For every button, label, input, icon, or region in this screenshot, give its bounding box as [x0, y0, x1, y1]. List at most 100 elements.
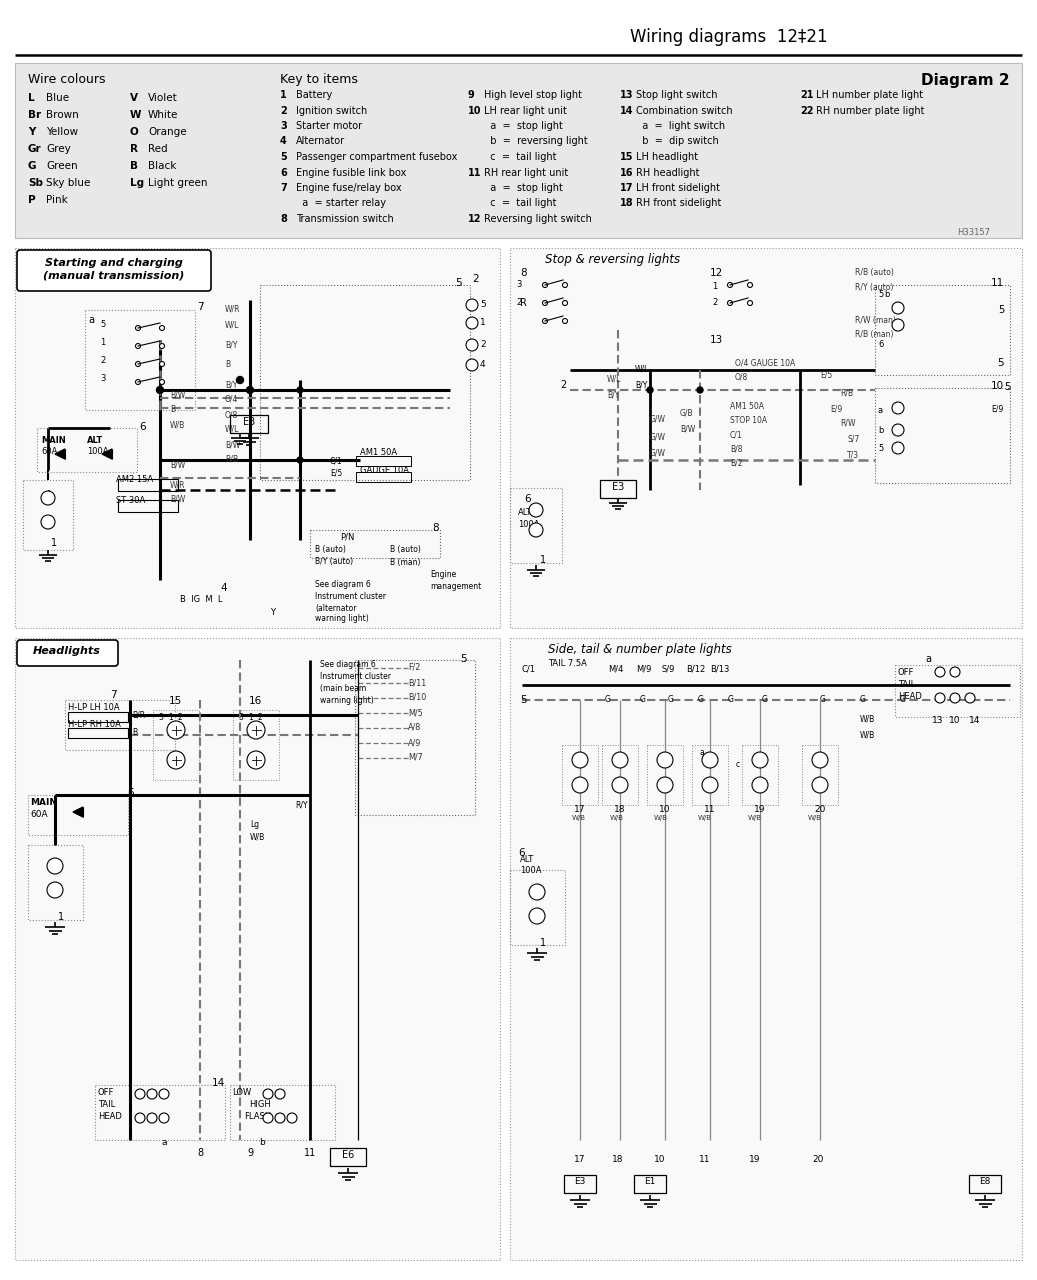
Text: a  =  light switch: a = light switch [636, 122, 725, 131]
Circle shape [702, 777, 718, 794]
Text: Y: Y [28, 127, 35, 137]
Bar [153, 710, 199, 780]
Text: 10: 10 [654, 1155, 666, 1164]
Text: 5: 5 [455, 278, 463, 288]
Text: R/B (man): R/B (man) [854, 330, 894, 339]
Text: W/L: W/L [607, 375, 621, 384]
Circle shape [529, 503, 543, 517]
Circle shape [157, 387, 164, 393]
Text: Violet: Violet [148, 93, 177, 102]
Text: b  =  dip switch: b = dip switch [636, 137, 719, 146]
Text: 1: 1 [280, 90, 287, 100]
Text: B/R: B/R [132, 710, 145, 719]
Text: Wire colours: Wire colours [28, 73, 106, 86]
Circle shape [466, 300, 478, 311]
Text: a: a [925, 654, 931, 664]
Text: 7: 7 [110, 690, 116, 700]
Text: 14: 14 [212, 1078, 225, 1088]
Text: W/B: W/B [698, 815, 712, 820]
Text: RH headlight: RH headlight [636, 168, 700, 178]
Circle shape [812, 751, 828, 768]
Text: +: + [49, 860, 61, 874]
Bar [118, 500, 178, 512]
Text: R/B: R/B [840, 388, 853, 397]
Bar [510, 488, 562, 563]
Text: Sky blue: Sky blue [46, 178, 90, 188]
Circle shape [752, 751, 768, 768]
Text: 20: 20 [812, 1155, 823, 1164]
Text: 5: 5 [998, 305, 1004, 315]
Text: 1: 1 [248, 713, 253, 722]
Text: O: O [130, 127, 139, 137]
Circle shape [950, 692, 960, 703]
Circle shape [159, 1089, 169, 1100]
Text: 5: 5 [280, 152, 287, 163]
Text: 2: 2 [100, 356, 105, 365]
Bar [23, 480, 73, 550]
Text: G: G [900, 695, 906, 704]
Text: LH headlight: LH headlight [636, 152, 698, 163]
Text: +: + [43, 488, 54, 502]
Text: OFF: OFF [898, 668, 915, 677]
Text: c  =  tail light: c = tail light [484, 198, 557, 209]
Circle shape [965, 692, 975, 703]
Text: 3: 3 [100, 374, 106, 383]
Text: RH front sidelight: RH front sidelight [636, 198, 722, 209]
Text: 5: 5 [100, 320, 105, 329]
Text: W/B: W/B [808, 815, 822, 820]
Text: Instrument cluster: Instrument cluster [320, 672, 391, 681]
Text: 2: 2 [480, 340, 485, 349]
Text: 11: 11 [990, 278, 1004, 288]
Circle shape [529, 908, 545, 924]
Text: O/4: O/4 [225, 396, 239, 404]
Text: 5: 5 [998, 358, 1004, 369]
Text: B (auto): B (auto) [390, 545, 421, 554]
Circle shape [160, 325, 165, 330]
Bar [15, 248, 500, 628]
Text: 1: 1 [168, 713, 173, 722]
Text: LH number plate light: LH number plate light [816, 90, 923, 100]
Text: 1: 1 [100, 338, 105, 347]
Text: Starter motor: Starter motor [296, 122, 362, 131]
Text: 13: 13 [932, 716, 944, 724]
Circle shape [935, 692, 945, 703]
Text: c: c [736, 760, 740, 769]
Circle shape [647, 387, 653, 393]
Circle shape [160, 379, 165, 384]
Circle shape [542, 301, 548, 306]
Text: 8: 8 [280, 214, 287, 224]
Circle shape [160, 343, 165, 348]
Text: 3: 3 [280, 122, 287, 131]
Text: (alternator: (alternator [315, 604, 357, 613]
Text: a: a [88, 315, 94, 325]
Text: 9: 9 [468, 90, 475, 100]
Text: MAIN: MAIN [41, 436, 65, 445]
Polygon shape [102, 449, 112, 460]
Bar [28, 845, 83, 920]
Circle shape [892, 424, 904, 436]
Text: G: G [28, 161, 36, 172]
Text: Black: Black [148, 161, 176, 172]
Bar [562, 745, 598, 805]
Text: Y: Y [270, 608, 275, 617]
Text: 14: 14 [620, 105, 634, 115]
Text: 4: 4 [280, 137, 287, 146]
Circle shape [466, 339, 478, 351]
Text: Engine: Engine [430, 570, 456, 579]
Text: E8: E8 [979, 1178, 990, 1187]
Text: G: G [640, 695, 646, 704]
Text: 5: 5 [480, 300, 485, 308]
Circle shape [892, 302, 904, 314]
Text: G: G [762, 695, 767, 704]
Circle shape [950, 667, 960, 677]
Text: Ignition switch: Ignition switch [296, 105, 367, 115]
Text: Brown: Brown [46, 110, 79, 120]
Text: L: L [28, 93, 34, 102]
Circle shape [748, 301, 753, 306]
Text: 17: 17 [574, 1155, 586, 1164]
Text: Headlights: Headlights [33, 646, 101, 655]
Bar [647, 745, 683, 805]
Text: B/Y: B/Y [607, 390, 619, 399]
Text: R/Y (auto): R/Y (auto) [854, 283, 893, 292]
Text: 3: 3 [239, 713, 243, 722]
